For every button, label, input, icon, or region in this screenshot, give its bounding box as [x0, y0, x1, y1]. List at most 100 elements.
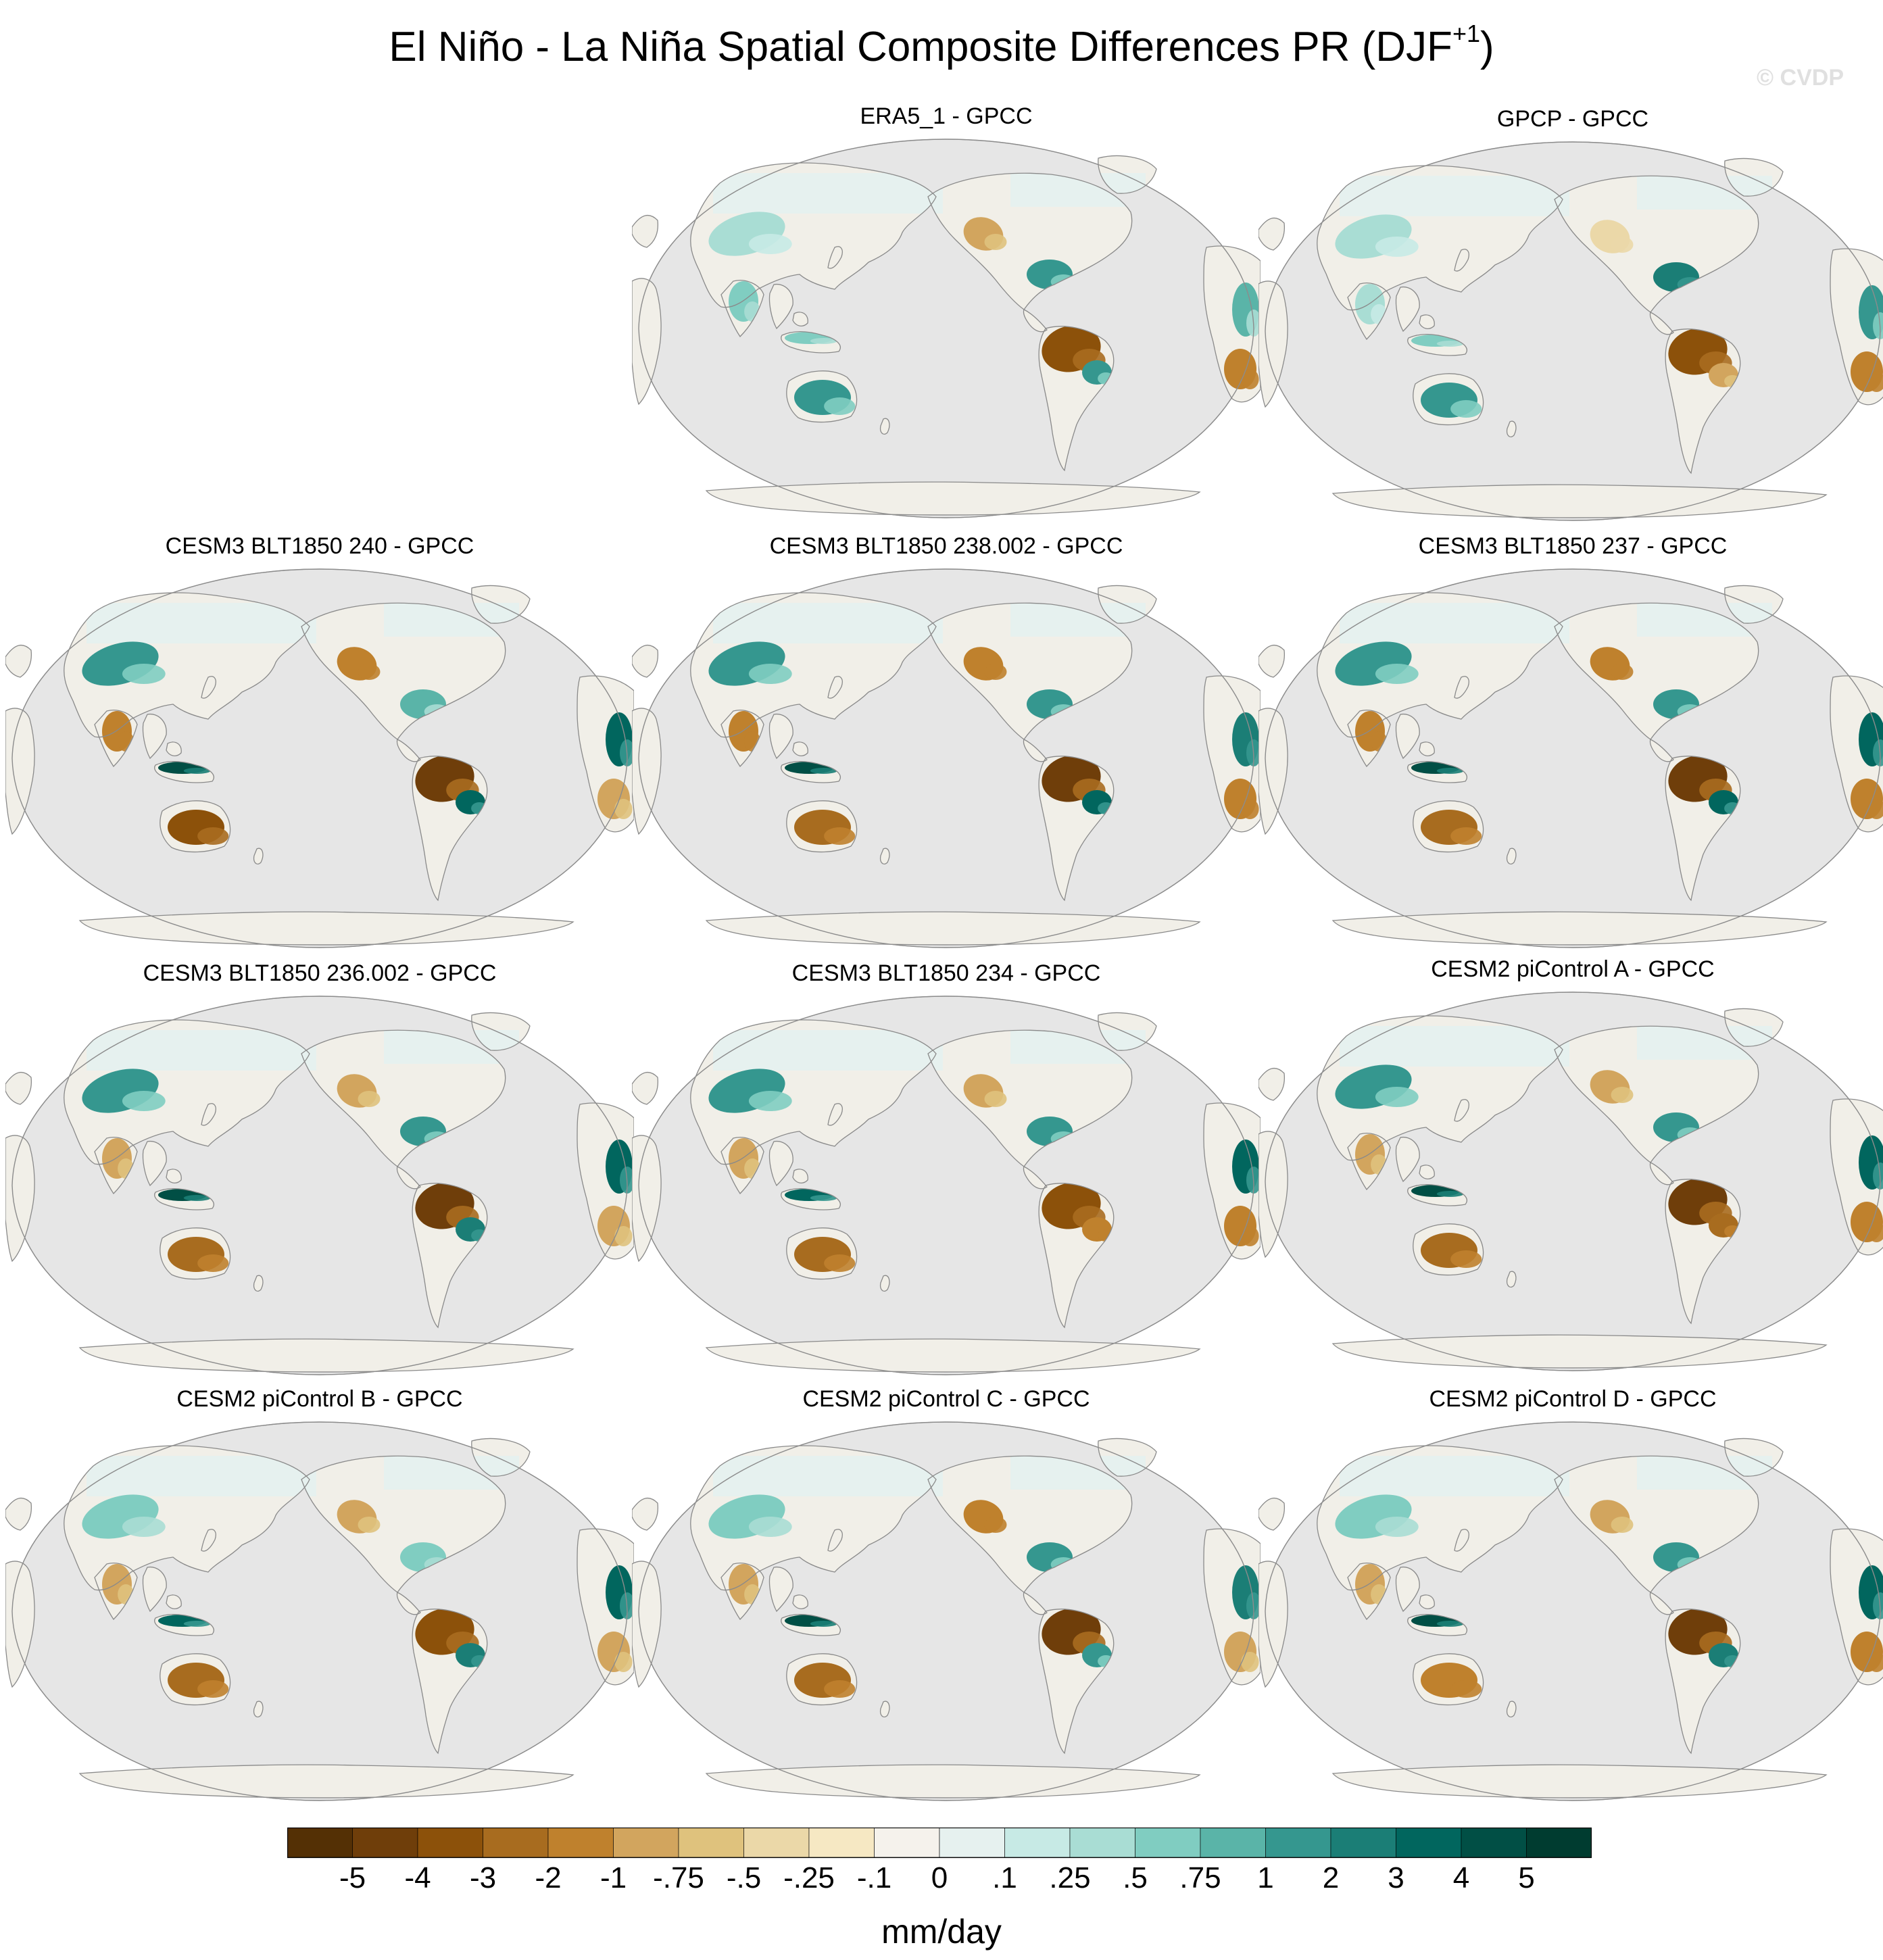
coastline-japan: [827, 1103, 843, 1126]
anomaly-nw_north_america-edge: [984, 1517, 1007, 1533]
anomaly-nw_north_america-edge: [1611, 237, 1634, 253]
coastline-n-america: [1554, 1455, 1759, 1593]
coastline-africa-e: [577, 1528, 634, 1686]
coastline-n-america: [927, 1029, 1133, 1167]
coastline-c-america: [1649, 739, 1674, 762]
coastline-c-america: [396, 739, 421, 762]
coastline-se-asia: [1395, 286, 1420, 333]
coastline-europe: [1258, 644, 1286, 678]
anomaly-central_asia-edge: [748, 1517, 792, 1537]
coastline-n-america: [1554, 602, 1759, 740]
coastline-india: [1347, 1563, 1391, 1621]
robinson-map: [1258, 991, 1883, 1371]
coastline-africa-e: [1830, 675, 1883, 833]
colorbar-box: [743, 1828, 810, 1858]
coastline-greenland: [471, 1012, 531, 1051]
coastline-nz: [1506, 420, 1517, 438]
coastline-c-america: [396, 1166, 421, 1190]
coastline-africa-w: [1258, 280, 1288, 408]
coastline-borneo: [1419, 314, 1435, 330]
map-panel-cesm2-d: CESM2 piControl D - GPCC: [1258, 1386, 1883, 1805]
coastline-maritime: [1407, 1184, 1467, 1206]
map-border: [1265, 568, 1881, 948]
colorbar-frame: [287, 1828, 1592, 1859]
coastline-antarctica: [78, 1764, 574, 1798]
colorbar-tick-label: -3: [470, 1861, 496, 1894]
coastline-c-america: [1023, 1592, 1048, 1615]
coastline-australia: [1413, 800, 1484, 853]
anomaly-maritime_continent-edge: [810, 768, 837, 774]
anomaly-maritime_continent-edge: [810, 1621, 837, 1627]
coastline-nz: [879, 848, 890, 865]
colorbar-box: [1526, 1828, 1592, 1858]
coastline-c-america: [396, 1592, 421, 1615]
colorbar-tick-label: -4: [404, 1861, 431, 1894]
anomaly-central_asia-edge: [1375, 1087, 1419, 1107]
map-panel-title: CESM3 BLT1850 238.002 - GPCC: [769, 533, 1123, 559]
coastline-asia: [64, 1019, 310, 1165]
coastlines: [5, 1438, 634, 1798]
colorbar-unit-label: mm/day: [881, 1913, 1002, 1951]
coastline-nz: [253, 848, 264, 865]
colorbar-tick-label: -1: [600, 1861, 627, 1894]
coastline-c-america: [1023, 739, 1048, 762]
anomaly-central_asia-edge: [748, 664, 792, 684]
coastline-nz: [879, 418, 890, 435]
colorbar-tick-label: 4: [1453, 1861, 1469, 1894]
anomaly-central_asia-edge: [1375, 1517, 1419, 1537]
coastline-se-asia: [142, 713, 167, 760]
colorbar-box: [1461, 1828, 1527, 1858]
colorbar-box: [613, 1828, 679, 1858]
anomaly-maritime_continent-edge: [810, 1195, 837, 1201]
coastline-africa-w: [632, 1135, 662, 1263]
map-panel-cesm2-b: CESM2 piControl B - GPCC: [5, 1386, 634, 1805]
coastline-india: [720, 710, 764, 768]
coastline-japan: [1454, 249, 1469, 272]
coastline-c-america: [1649, 1592, 1674, 1615]
anomaly-australia-edge: [1450, 400, 1482, 418]
coastline-asia: [1317, 592, 1563, 738]
coastline-se-asia: [768, 1566, 793, 1613]
anomaly-australia-edge: [197, 1254, 229, 1272]
anomaly-southern_africa-edge: [1241, 369, 1259, 389]
coastline-maritime: [154, 1614, 214, 1636]
colorbar-tick-label: .75: [1179, 1861, 1221, 1894]
colorbar-box: [678, 1828, 744, 1858]
coastline-maritime: [781, 331, 841, 353]
colorbar-box: [1265, 1828, 1331, 1858]
anomaly-central_asia-edge: [1375, 664, 1419, 684]
coastline-borneo: [1419, 1165, 1435, 1180]
coastline-se-asia: [1395, 713, 1420, 760]
map-panel-cesm3-238002: CESM3 BLT1850 238.002 - GPCC: [632, 533, 1261, 952]
coastline-europe: [632, 644, 659, 678]
anomaly-central_asia-edge: [1375, 237, 1419, 257]
coastline-australia: [786, 1227, 858, 1280]
coastline-europe: [1258, 1497, 1286, 1531]
colorbar-tick-label: -.1: [857, 1861, 891, 1894]
coastline-australia: [1413, 1653, 1484, 1706]
coastline-africa-e: [1830, 1528, 1883, 1686]
coastlines: [1258, 157, 1883, 518]
coastline-greenland: [1724, 585, 1784, 624]
coastline-greenland: [1724, 157, 1784, 197]
map-border: [11, 568, 628, 948]
map-panel-title: CESM2 piControl A - GPCC: [1431, 956, 1715, 982]
robinson-map: [5, 568, 634, 948]
coastline-india: [1347, 710, 1391, 768]
coastline-c-america: [1023, 1166, 1048, 1190]
coastline-asia: [64, 592, 310, 738]
anomaly-southern_africa-edge: [614, 799, 633, 819]
coastline-greenland: [471, 1438, 531, 1477]
robinson-map: [1258, 1421, 1883, 1801]
coastline-europe: [632, 1071, 659, 1105]
coastline-greenland: [1724, 1438, 1784, 1477]
coastline-se-asia: [142, 1566, 167, 1613]
coastline-borneo: [1419, 741, 1435, 757]
coastline-africa-w: [632, 1561, 662, 1688]
coastline-nz: [1506, 848, 1517, 865]
anomaly-australia-edge: [1450, 1680, 1482, 1698]
robinson-map: [1258, 141, 1883, 521]
coastline-india: [720, 1137, 764, 1195]
colorbar-tick-label: .25: [1049, 1861, 1090, 1894]
map-panel-title: CESM3 BLT1850 240 - GPCC: [165, 533, 474, 559]
